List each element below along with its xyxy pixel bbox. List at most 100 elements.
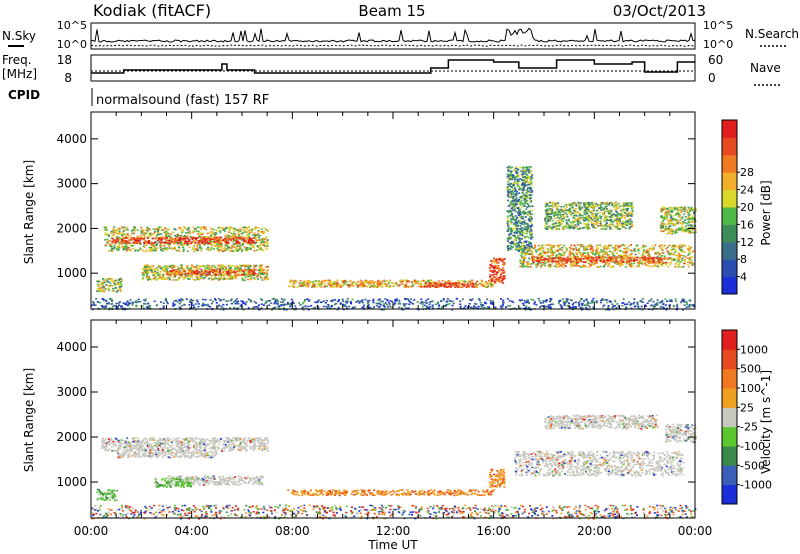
echo-cell: [579, 222, 582, 225]
echo-cell: [457, 283, 460, 285]
echo-cell: [255, 265, 258, 267]
echo-cell: [161, 268, 164, 271]
echo-cell: [449, 282, 452, 284]
echo-cell: [524, 254, 527, 256]
echo-cell: [181, 265, 184, 268]
echo-cell: [579, 217, 582, 219]
echo-cell: [598, 258, 601, 260]
echo-cell: [121, 240, 124, 242]
echo-cell: [579, 258, 582, 260]
echo-cell: [261, 276, 264, 279]
echo-cell: [691, 262, 694, 265]
echo-cell: [502, 267, 505, 269]
echo-cell: [692, 231, 695, 234]
echo-cell: [122, 248, 125, 250]
echo-cell: [620, 215, 623, 217]
echo-cell: [581, 227, 584, 229]
echo-cell: [158, 277, 161, 280]
echo-cell: [619, 255, 622, 257]
echo-cell: [306, 283, 309, 286]
echo-cell: [188, 240, 191, 242]
echo-cell: [633, 256, 636, 259]
echo-cell: [679, 219, 682, 221]
echo-cell: [588, 206, 591, 208]
echo-cell: [622, 215, 625, 217]
echo-cell: [157, 237, 160, 239]
echo-cell: [503, 258, 506, 260]
echo-cell: [551, 228, 554, 230]
echo-cell: [213, 235, 216, 238]
echo-cell: [339, 286, 342, 288]
echo-cell: [561, 220, 564, 223]
echo-cell: [568, 203, 571, 205]
echo-cell: [573, 259, 576, 261]
echo-cell: [681, 250, 684, 253]
echo-cell: [529, 266, 532, 268]
echo-cell: [454, 283, 457, 286]
echo-cell: [208, 249, 211, 252]
echo-cell: [582, 216, 585, 219]
echo-cell: [528, 257, 531, 260]
echo-cell: [539, 248, 541, 250]
echo-cell: [592, 207, 595, 209]
echo-cell: [156, 274, 159, 276]
echo-cell: [229, 270, 232, 273]
echo-cell: [312, 282, 315, 284]
echo-cell: [420, 284, 423, 287]
echo-cell: [113, 281, 115, 284]
echo-cell: [156, 242, 158, 245]
echo-cell: [226, 245, 229, 248]
echo-cell: [630, 250, 633, 253]
echo-cell: [682, 255, 685, 257]
echo-cell: [503, 262, 506, 264]
echo-cell: [471, 286, 474, 288]
echo-cell: [503, 271, 506, 273]
echo-cell: [499, 276, 502, 278]
echo-cell: [608, 263, 611, 266]
echo-cell: [615, 259, 618, 261]
echo-cell: [218, 279, 220, 281]
echo-cell: [574, 202, 577, 205]
echo-cell: [136, 237, 139, 240]
echo-cell: [202, 272, 204, 274]
echo-cell: [650, 247, 652, 249]
echo-cell: [647, 262, 650, 265]
echo-cell: [265, 266, 268, 268]
echo-cell: [236, 249, 239, 251]
echo-cell: [172, 276, 175, 278]
echo-cell: [175, 272, 178, 274]
echo-cell: [630, 215, 633, 217]
echo-cell: [684, 208, 687, 211]
echo-cell: [305, 281, 308, 284]
echo-cell: [444, 282, 447, 284]
echo-cell: [188, 233, 191, 235]
echo-cell: [560, 261, 563, 264]
echo-cell: [167, 277, 170, 279]
echo-cell: [316, 285, 319, 288]
echo-cell: [116, 245, 119, 248]
echo-cell: [551, 258, 554, 261]
echo-cell: [203, 270, 206, 273]
echo-cell: [677, 220, 679, 222]
echo-cell: [369, 285, 372, 288]
echo-cell: [227, 273, 230, 276]
echo-cell: [235, 241, 238, 243]
echo-cell: [338, 283, 341, 285]
echo-cell: [494, 270, 497, 273]
echo-cell: [551, 209, 554, 211]
echo-cell: [537, 254, 540, 256]
echo-cell: [498, 270, 501, 272]
echo-cell: [690, 219, 693, 222]
echo-cell: [237, 233, 240, 235]
echo-cell: [594, 217, 597, 219]
echo-cell: [158, 226, 161, 229]
echo-cell: [230, 271, 233, 274]
echo-cell: [627, 256, 629, 259]
echo-cell: [240, 265, 243, 267]
echo-cell: [693, 212, 695, 215]
echo-cell: [590, 263, 593, 266]
echo-cell: [633, 258, 636, 261]
echo-cell: [615, 215, 618, 217]
echo-cell: [232, 238, 235, 240]
echo-cell: [239, 244, 241, 246]
